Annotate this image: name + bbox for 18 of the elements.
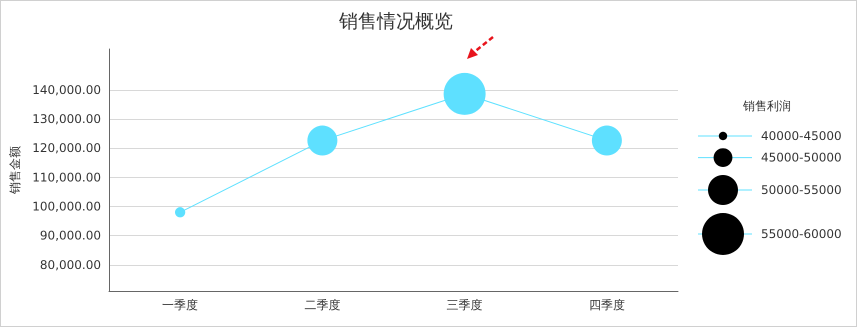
legend-label: 45000-50000 xyxy=(761,150,842,165)
y-tick-label: 120,000.00 xyxy=(32,141,101,156)
legend-label: 55000-60000 xyxy=(761,226,842,241)
y-tick-label: 90,000.00 xyxy=(40,228,101,243)
y-tick-label: 130,000.00 xyxy=(32,112,101,126)
legend-label: 40000-45000 xyxy=(761,129,842,143)
y-axis-title: 销售金额 xyxy=(8,146,22,195)
y-tick-label: 140,000.00 xyxy=(32,82,101,97)
chart-title: 销售情况概览 xyxy=(338,10,453,32)
x-tick-label: 四季度 xyxy=(588,298,625,312)
x-tick-label: 三季度 xyxy=(446,298,483,312)
x-tick-label: 二季度 xyxy=(304,298,340,312)
legend-title: 销售利润 xyxy=(742,99,791,113)
y-tick-label: 80,000.00 xyxy=(40,258,101,272)
y-tick-label: 110,000.00 xyxy=(32,170,101,184)
y-tick-label: 100,000.00 xyxy=(32,199,101,214)
legend-label: 50000-55000 xyxy=(761,182,842,197)
x-tick-label: 一季度 xyxy=(162,298,198,312)
